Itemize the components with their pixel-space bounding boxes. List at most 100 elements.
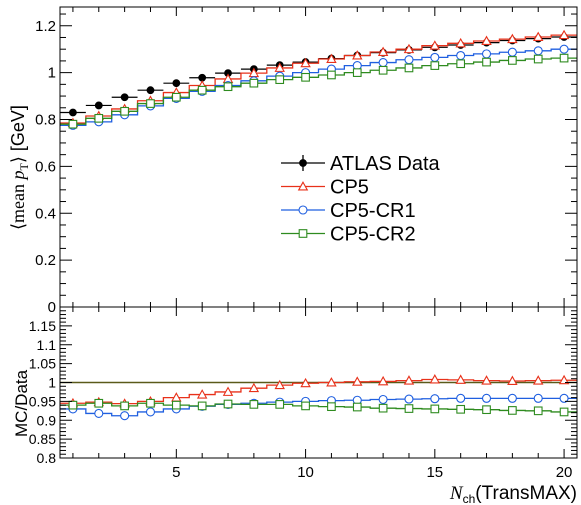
ratio-point xyxy=(456,393,466,403)
data-point xyxy=(456,50,466,61)
data-point xyxy=(327,70,336,80)
ratio-point xyxy=(508,406,517,415)
legend-marker xyxy=(298,229,308,238)
data-point xyxy=(507,33,518,44)
data-point xyxy=(430,61,440,70)
ratio-point xyxy=(533,406,543,416)
y-tick-label: 1.2 xyxy=(35,18,56,35)
ratio-point xyxy=(171,400,181,410)
data-point xyxy=(533,54,543,64)
data-point xyxy=(429,40,441,50)
ratio-point xyxy=(404,404,414,413)
data-point xyxy=(455,37,466,48)
ratio-point xyxy=(275,400,285,409)
data-point xyxy=(300,57,311,68)
data-point xyxy=(481,35,492,45)
series-cp5-cr2 xyxy=(60,53,577,129)
data-point xyxy=(172,79,181,88)
data-point xyxy=(68,119,78,129)
data-point xyxy=(403,43,415,54)
data-point xyxy=(430,52,440,62)
data-point xyxy=(275,75,285,85)
data-point xyxy=(533,46,543,56)
y-tick-label: 0.6 xyxy=(35,158,56,175)
data-point xyxy=(532,31,544,41)
data-point xyxy=(404,55,414,65)
ratio-point xyxy=(249,400,259,409)
ratio-point xyxy=(558,374,570,385)
data-point xyxy=(197,85,207,95)
x-axis-label: Nch(TransMAX) xyxy=(449,483,577,505)
data-point xyxy=(378,65,388,75)
data-point xyxy=(378,57,388,68)
data-point xyxy=(456,59,466,69)
y-axis-label: ⟨mean pT⟩ [GeV] xyxy=(8,105,31,230)
legend-marker xyxy=(298,205,308,215)
main-panel: 0 0.2 0.4 0.6 0.8 1 1.2 xyxy=(35,6,578,316)
y-tick-label: 0.9 xyxy=(37,412,57,428)
ratio-panel: 5 10 15 20 0.8 0.85 0.9 0.95 1 1.05 1.1 1.15 xyxy=(29,306,578,481)
data-point xyxy=(120,93,129,102)
ratio-point xyxy=(301,401,310,411)
legend-label: ATLAS Data xyxy=(330,153,441,175)
y-tick-label: 0.8 xyxy=(37,450,57,466)
data-point xyxy=(481,49,492,59)
ratio-point xyxy=(533,393,543,403)
ratio-point xyxy=(403,375,415,385)
ratio-point xyxy=(430,394,440,404)
legend-label: CP5 xyxy=(330,177,369,199)
y-tick-label: 1.05 xyxy=(29,356,56,372)
ratio-point xyxy=(378,394,388,405)
ratio-point xyxy=(94,408,104,419)
series-cp5-cr1 xyxy=(60,44,577,130)
ratio-point xyxy=(120,401,129,411)
y-tick-label: 0.85 xyxy=(29,431,56,447)
ratio-point xyxy=(352,402,362,412)
y-tick-label: 0.4 xyxy=(35,205,56,222)
ratio-point xyxy=(248,382,260,393)
legend-marker xyxy=(299,159,307,167)
ratio-line xyxy=(60,397,577,417)
y-tick-label: 0.95 xyxy=(29,393,56,409)
ratio-point xyxy=(94,398,104,408)
data-point xyxy=(559,53,569,63)
y-tick-label: 0.2 xyxy=(35,252,56,269)
ratio-point xyxy=(430,404,440,414)
data-point xyxy=(507,47,517,57)
ratio-point xyxy=(196,389,208,399)
ratio-point xyxy=(120,411,130,421)
data-point xyxy=(508,56,517,65)
ratio-point xyxy=(145,407,156,417)
data-point xyxy=(274,62,285,72)
x-tick-label: 15 xyxy=(426,464,443,481)
data-point xyxy=(94,113,104,123)
ratio-point xyxy=(300,377,311,388)
data-point xyxy=(326,53,337,64)
ratio-point xyxy=(222,386,234,396)
ratio-point xyxy=(507,375,518,385)
ratio-point xyxy=(197,401,207,411)
data-point xyxy=(249,78,259,88)
data-point xyxy=(171,92,181,102)
ratio-point xyxy=(326,377,337,387)
legend-label: CP5-CR2 xyxy=(330,224,416,246)
ratio-point xyxy=(274,379,285,390)
ratio-point xyxy=(327,402,336,412)
data-point xyxy=(146,99,155,108)
data-point xyxy=(120,106,129,116)
ratio-point xyxy=(378,403,388,413)
ratio-point xyxy=(456,404,466,414)
data-point xyxy=(223,82,233,92)
ratio-point xyxy=(404,394,414,404)
data-point xyxy=(69,108,77,117)
ratio-point xyxy=(68,400,78,410)
legend-label: CP5-CR1 xyxy=(330,200,416,222)
y-tick-label: 0.8 xyxy=(35,112,56,129)
ratio-y-axis-label: MC/Data xyxy=(12,369,31,437)
data-point xyxy=(558,29,570,40)
axis-labels: ⟨mean pT⟩ [GeV] MC/Data Nch(TransMAX) xyxy=(8,105,577,505)
y-tick-label: 1 xyxy=(48,375,56,391)
data-point xyxy=(482,57,491,67)
